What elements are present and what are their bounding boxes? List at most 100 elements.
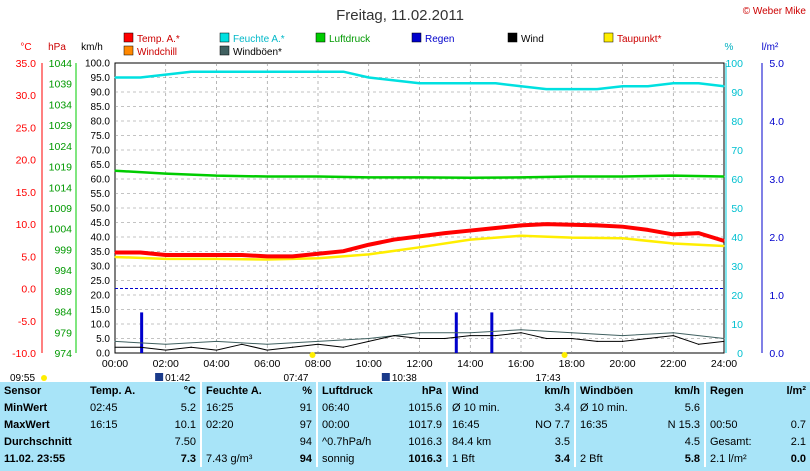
temperature-line-point — [418, 235, 421, 237]
temp-time: 16:15 — [90, 418, 118, 431]
temperature-line-point — [139, 251, 141, 254]
gust-line-point — [571, 332, 573, 334]
temp-value: 5.2 — [180, 401, 196, 414]
sun-icon — [41, 375, 47, 381]
start-time-label: 09:55 — [10, 373, 35, 382]
tick-label-celsius: 0.0 — [21, 284, 36, 296]
dewpoint-line-point — [469, 238, 471, 241]
tick-label-kmh: 0.0 — [96, 349, 110, 360]
gust-line-point — [317, 340, 319, 342]
tick-label-kmh: 85.0 — [91, 102, 111, 113]
legend-label: Windböen* — [233, 47, 282, 58]
legend-label: Regen — [425, 34, 454, 45]
wind-line-point — [418, 337, 421, 340]
tick-label-celsius: 10.0 — [16, 219, 37, 231]
tick-label-kmh: 50.0 — [91, 204, 111, 215]
gust-line-point — [723, 337, 725, 340]
dewpoint-line-point — [723, 245, 725, 247]
press-value: 1017.9 — [408, 418, 442, 431]
dewpoint-line-point — [215, 258, 218, 260]
chart-title: Freitag, 11.02.2011 — [336, 7, 464, 24]
rain-value — [778, 399, 810, 416]
hdr-gust-unit: km/h — [674, 384, 700, 397]
temperature-line-point — [393, 238, 395, 241]
rain-bar — [490, 312, 494, 353]
tick-label-kmh: 70.0 — [91, 146, 111, 157]
hum-value: 94 — [299, 435, 312, 448]
tick-label-hpa: 1024 — [49, 141, 73, 153]
wind-line-point — [393, 335, 395, 337]
tick-label-rain: 0.0 — [769, 348, 784, 360]
gust-value: 4.5 — [684, 435, 700, 448]
tick-label-rain: 2.0 — [769, 232, 784, 244]
wind-line-point — [596, 340, 598, 342]
gust-line-point — [215, 340, 218, 342]
gust-line-point — [418, 332, 421, 334]
tick-label-kmh: 65.0 — [91, 160, 111, 171]
tick-label-time: 12:00 — [406, 358, 432, 370]
gust-time: Ø 10 min. — [574, 399, 644, 416]
dewpoint-line-point — [317, 257, 319, 259]
tick-label-hpa: 974 — [54, 348, 72, 360]
gust-dir-value: N 15.3 — [644, 416, 705, 433]
pressure-line-point — [215, 175, 218, 177]
hdr-press: Luftdruck — [316, 382, 396, 399]
temperature-line-point — [190, 254, 192, 256]
tick-label-hpa: 1034 — [49, 99, 73, 111]
dewpoint-line-point — [520, 235, 522, 237]
temperature-line-point — [672, 233, 674, 236]
wind-time: Ø 10 min. — [446, 399, 514, 416]
humidity-line-point — [215, 71, 218, 73]
wind-line-point — [672, 335, 674, 337]
tick-label-percent: 40 — [731, 232, 743, 244]
rain-time: 00:50 — [704, 416, 778, 433]
legend-swatch — [411, 32, 422, 43]
wind-value: 7.7 — [554, 418, 570, 431]
rain-total-label: Gesamt: — [704, 433, 778, 450]
statistics-table: Sensor Temp. A. °C Feuchte A. % Luftdruc… — [0, 382, 810, 467]
gust-time: 16:35 — [574, 416, 644, 433]
wind-value: 3.4 — [554, 452, 570, 465]
hdr-press-unit: hPa — [421, 384, 442, 397]
temperature-line-point — [165, 254, 167, 256]
tick-label-hpa: 989 — [54, 286, 72, 298]
humidity-line-point — [165, 74, 167, 76]
hdr-rain-unit: l/m² — [786, 384, 806, 397]
pressure-line-point — [266, 175, 268, 178]
humidity-line-point — [444, 82, 446, 84]
press-trend: ^0.7hPa/h — [316, 433, 396, 450]
wind-line-point — [621, 340, 624, 342]
humidity-line-point — [190, 71, 192, 73]
tick-label-rain: 4.0 — [769, 116, 784, 128]
pressure-line-point — [672, 175, 674, 177]
rain-value: 2.1 — [790, 435, 806, 448]
tick-label-kmh: 45.0 — [91, 218, 111, 229]
tick-label-percent: 0 — [737, 348, 743, 360]
press-time: 00:00 — [316, 416, 396, 433]
tick-label-hpa: 1039 — [49, 79, 73, 91]
humidity-line-point — [266, 71, 268, 73]
tick-label-kmh: 40.0 — [91, 233, 111, 244]
temperature-line-point — [215, 254, 218, 256]
wind-bft: 1 Bft — [446, 450, 514, 467]
temperature-line-point — [342, 250, 344, 252]
tick-label-percent: 100 — [725, 58, 743, 70]
temp-value: 7.3 — [180, 452, 196, 465]
tick-label-hpa: 999 — [54, 244, 72, 256]
gust-value: 15.3 — [678, 418, 700, 431]
temperature-line-point — [266, 255, 268, 257]
wind-value: 3.4 — [554, 401, 570, 414]
dewpoint-line-point — [368, 253, 370, 255]
tick-label-hpa: 984 — [54, 307, 72, 319]
dewpoint-line-point — [114, 256, 116, 258]
tick-label-percent: 80 — [731, 116, 743, 128]
tick-label-time: 20:00 — [609, 358, 635, 370]
tick-label-percent: 20 — [731, 290, 743, 302]
press-value: 1016.3 — [408, 452, 442, 465]
sunrise-icon — [309, 352, 316, 358]
tick-label-celsius: 25.0 — [16, 122, 37, 134]
axis-label-kmh: km/h — [81, 42, 103, 53]
hdr-sensor: Sensor — [4, 384, 42, 397]
axis-label-percent: % — [725, 42, 734, 53]
temp-time — [86, 433, 154, 450]
